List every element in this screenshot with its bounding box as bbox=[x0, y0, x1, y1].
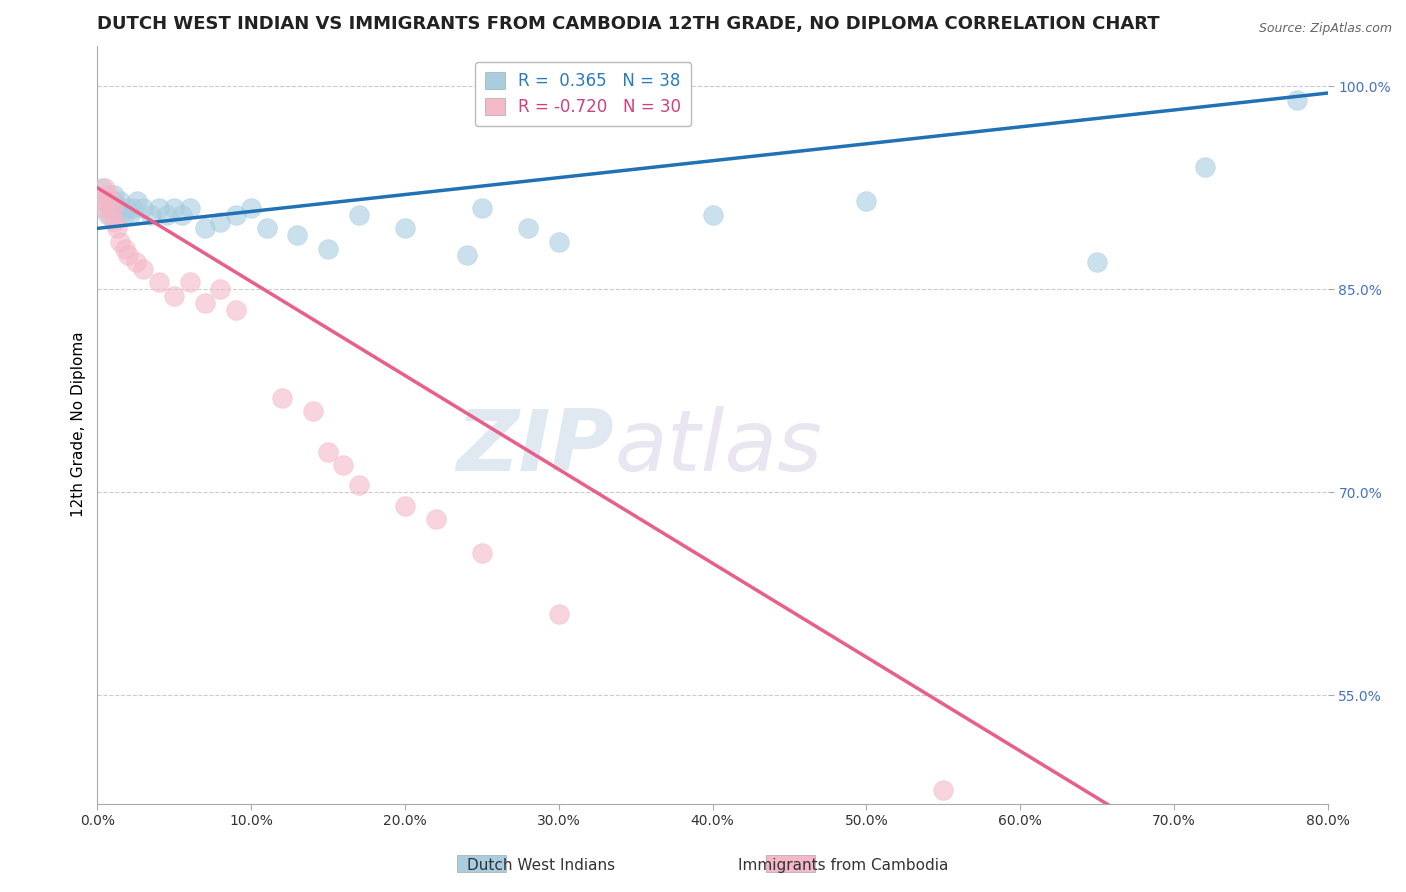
Point bbox=[148, 276, 170, 290]
Legend: R =  0.365   N = 38, R = -0.720   N = 30: R = 0.365 N = 38, R = -0.720 N = 30 bbox=[475, 62, 692, 127]
Point bbox=[932, 783, 955, 797]
Point bbox=[170, 208, 193, 222]
Point bbox=[118, 208, 141, 222]
Point bbox=[105, 201, 128, 215]
Point bbox=[100, 208, 122, 222]
Point bbox=[456, 248, 478, 262]
Point bbox=[547, 607, 569, 621]
Text: atlas: atlas bbox=[614, 406, 823, 489]
Point bbox=[101, 201, 124, 215]
Point bbox=[114, 242, 136, 256]
Point bbox=[285, 228, 308, 243]
Point bbox=[97, 187, 120, 202]
Point bbox=[471, 201, 494, 215]
Point bbox=[194, 295, 217, 310]
Point bbox=[347, 208, 370, 222]
Point bbox=[103, 187, 125, 202]
Point bbox=[425, 512, 447, 526]
Point bbox=[316, 444, 339, 458]
Y-axis label: 12th Grade, No Diploma: 12th Grade, No Diploma bbox=[72, 332, 86, 517]
Point bbox=[225, 208, 247, 222]
Point bbox=[94, 180, 117, 194]
Point bbox=[110, 235, 132, 249]
Point bbox=[121, 201, 143, 215]
Point bbox=[132, 262, 155, 277]
Point bbox=[94, 194, 117, 209]
Point bbox=[471, 546, 494, 560]
Point bbox=[115, 201, 138, 215]
Point bbox=[1194, 161, 1216, 175]
Point bbox=[301, 404, 323, 418]
Point bbox=[547, 235, 569, 249]
Point bbox=[112, 208, 135, 222]
Point bbox=[1085, 255, 1108, 269]
Point bbox=[256, 221, 278, 235]
Point bbox=[100, 201, 122, 215]
Point bbox=[110, 194, 132, 209]
Point bbox=[855, 194, 877, 209]
Point bbox=[394, 499, 416, 513]
Text: Dutch West Indians: Dutch West Indians bbox=[467, 858, 616, 872]
Point bbox=[125, 255, 148, 269]
Point bbox=[209, 282, 232, 296]
Point bbox=[155, 208, 177, 222]
Point bbox=[163, 289, 186, 303]
Point bbox=[179, 276, 201, 290]
Point bbox=[225, 302, 247, 317]
Point bbox=[117, 248, 139, 262]
Point bbox=[101, 194, 124, 209]
Point bbox=[332, 458, 354, 473]
Point bbox=[103, 214, 125, 228]
Point bbox=[316, 242, 339, 256]
Point bbox=[194, 221, 217, 235]
Point bbox=[179, 201, 201, 215]
Point bbox=[127, 194, 149, 209]
Text: Source: ZipAtlas.com: Source: ZipAtlas.com bbox=[1258, 22, 1392, 36]
Point bbox=[209, 214, 232, 228]
Point bbox=[98, 194, 121, 209]
Text: ZIP: ZIP bbox=[457, 406, 614, 489]
Point bbox=[141, 208, 163, 222]
Point bbox=[517, 221, 540, 235]
Point bbox=[91, 180, 114, 194]
Point bbox=[347, 478, 370, 492]
Point bbox=[163, 201, 186, 215]
Point bbox=[240, 201, 263, 215]
Text: DUTCH WEST INDIAN VS IMMIGRANTS FROM CAMBODIA 12TH GRADE, NO DIPLOMA CORRELATION: DUTCH WEST INDIAN VS IMMIGRANTS FROM CAM… bbox=[97, 15, 1160, 33]
Text: Immigrants from Cambodia: Immigrants from Cambodia bbox=[738, 858, 949, 872]
Point bbox=[148, 201, 170, 215]
Point bbox=[1286, 93, 1309, 107]
Point bbox=[89, 194, 111, 209]
Point bbox=[702, 208, 724, 222]
Point bbox=[132, 201, 155, 215]
Point bbox=[394, 221, 416, 235]
Point bbox=[271, 391, 294, 405]
Point bbox=[97, 208, 120, 222]
Point bbox=[105, 221, 128, 235]
Point bbox=[93, 201, 115, 215]
